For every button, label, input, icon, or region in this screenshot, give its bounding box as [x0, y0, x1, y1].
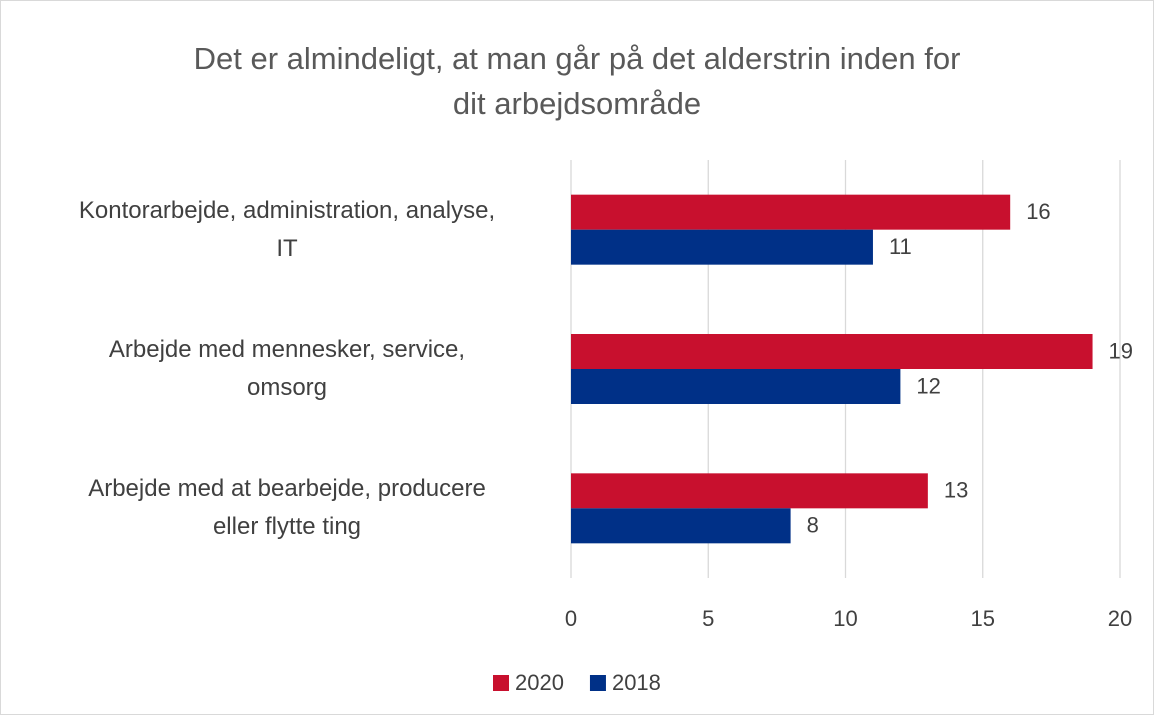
bar — [571, 473, 928, 509]
bar — [571, 334, 1093, 369]
legend-label: 2020 — [515, 670, 564, 695]
category-label: Kontorarbejde, administration, analyse, … — [78, 196, 496, 262]
category-label: Arbejde med mennesker, service, omsorg — [108, 336, 466, 401]
chart-title: Det er almindeligt, at man går på det al… — [193, 41, 961, 121]
data-label: 16 — [1026, 199, 1050, 224]
legend-label: 2018 — [612, 670, 661, 695]
data-label: 13 — [944, 478, 968, 503]
bar — [571, 369, 901, 404]
category-label: Arbejde med at bearbejde, producere elle… — [88, 475, 486, 541]
x-tick-label: 20 — [1108, 606, 1132, 631]
legend-swatch — [493, 675, 509, 691]
data-label: 19 — [1109, 338, 1133, 363]
data-label: 12 — [916, 373, 940, 398]
x-tick-label: 10 — [833, 606, 857, 631]
legend-swatch — [589, 675, 606, 691]
bar — [571, 194, 1011, 230]
bar — [571, 229, 873, 265]
x-tick-label: 5 — [702, 606, 714, 631]
x-tick-label: 0 — [565, 606, 577, 631]
x-tick-label: 15 — [971, 606, 995, 631]
data-label: 8 — [807, 513, 819, 538]
data-label: 11 — [889, 234, 912, 259]
bar — [571, 508, 791, 544]
